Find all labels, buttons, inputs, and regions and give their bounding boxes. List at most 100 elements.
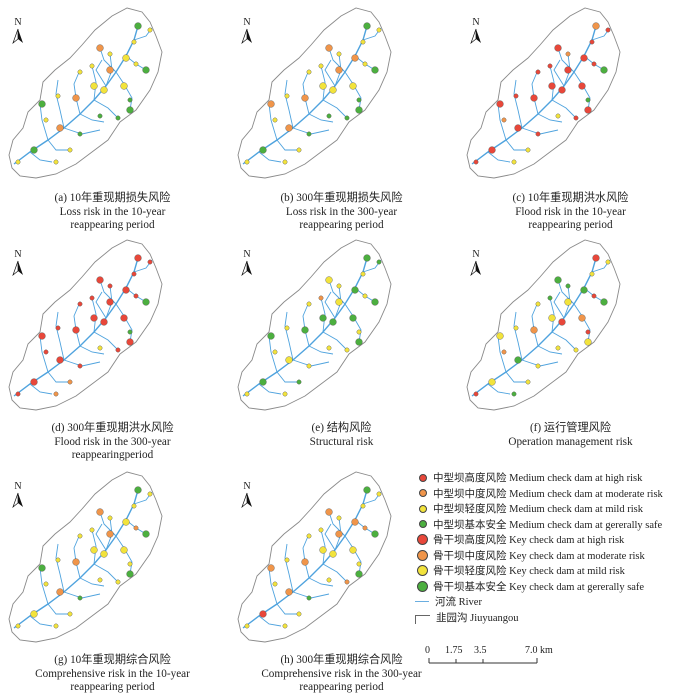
river-line xyxy=(47,371,70,383)
key-dam-safe-marker xyxy=(554,276,562,284)
panel-caption: (c) 10年重现期洪水风险 Flood risk in the 10-year… xyxy=(512,192,629,231)
river-line xyxy=(320,65,326,101)
medium-dam-mild-marker xyxy=(376,491,382,497)
key-dam-mild-marker xyxy=(496,332,504,340)
key-dam-safe-marker xyxy=(259,146,267,154)
medium-dam-mild-marker xyxy=(244,391,250,397)
medium-dam-mild-marker xyxy=(296,147,302,153)
key-dam-mild-marker xyxy=(285,356,293,364)
medium-dam-high-marker xyxy=(133,293,139,299)
medium-dam-high-marker xyxy=(77,363,83,369)
legend-item: 中型坝轻度风险 Medium check dam at mild risk xyxy=(415,501,700,517)
watershed-map xyxy=(466,239,621,411)
river-line xyxy=(344,303,362,343)
key-dam-high-marker xyxy=(488,146,496,154)
key-dam-moderate-marker xyxy=(325,44,333,52)
key-dam-moderate-marker xyxy=(592,22,600,30)
medium-dam-mild-marker xyxy=(306,301,312,307)
medium-dam-mild-marker xyxy=(147,491,153,497)
river-line xyxy=(513,79,523,129)
north-arrow-icon xyxy=(241,28,252,45)
key-dam-safe-marker xyxy=(142,66,150,74)
river-line xyxy=(324,59,336,87)
key-dam-high-marker xyxy=(38,332,46,340)
key-dam-moderate-marker xyxy=(72,558,80,566)
key-dam-moderate-marker xyxy=(335,530,343,538)
medium-dam-high-marker xyxy=(605,27,611,33)
river-line xyxy=(29,151,53,163)
medium-dam-safe-marker xyxy=(565,283,571,289)
medium-dam-mild-marker xyxy=(306,363,312,369)
key-dam-high-marker xyxy=(548,82,556,90)
key-dam-high-marker xyxy=(30,378,38,386)
map-panel-d: N (d) 300年重现期洪水风险 Flood risk in the 300-y… xyxy=(0,232,225,464)
key-dam-safe-marker xyxy=(126,570,134,578)
key-dam-high-marker xyxy=(96,276,104,284)
key-dam-moderate-marker xyxy=(72,94,80,102)
panel-caption: (g) 10年重现期综合风险 Comprehensive risk in the… xyxy=(35,654,190,693)
map-panel-f: N (f) 运行管理风险 Operation management risk xyxy=(458,232,683,464)
medium-dam-mild-marker xyxy=(306,533,312,539)
key-dam-high-marker xyxy=(122,286,130,294)
river-line xyxy=(93,563,119,583)
watershed-boundary xyxy=(8,7,163,179)
north-arrow-icon xyxy=(12,28,23,45)
key-dam-mild-marker xyxy=(329,550,337,558)
medium-dam-safe-marker xyxy=(115,115,121,121)
scale-tick-label: 3.5 xyxy=(474,645,487,656)
river-line xyxy=(276,603,299,615)
medium-dam-moderate-marker xyxy=(318,295,324,301)
legend-river: 河流 River xyxy=(415,594,700,610)
river-line xyxy=(308,577,334,587)
river-line xyxy=(95,291,107,319)
medium-dam-mild-marker xyxy=(344,347,350,353)
watershed-boundary xyxy=(237,471,392,643)
key-dam-safe-marker xyxy=(363,486,371,494)
legend-item: 中型坝中度风险 Medium check dam at moderate ris… xyxy=(415,486,700,502)
key-dam-moderate-marker xyxy=(96,44,104,52)
scale-tick-label: 0 xyxy=(425,645,430,656)
river-line xyxy=(302,533,310,579)
legend-item-label: 中型坝基本安全 Medium check dam at gererally sa… xyxy=(433,519,663,531)
medium-dam-safe-marker xyxy=(344,115,350,121)
river-line xyxy=(93,99,119,119)
medium-dam-high-marker xyxy=(43,349,49,355)
key-dam-mild-marker xyxy=(349,546,357,554)
map-panel-a: N (a) 10年重现期损失风险 Loss risk in the 10-year… xyxy=(0,0,225,232)
key-dam-high-marker xyxy=(134,254,142,262)
medium-dam-mild-marker xyxy=(284,325,290,331)
legend: 中型坝高度风险 Medium check dam at high risk 中型坝… xyxy=(415,470,700,625)
medium-dam-mild-marker xyxy=(356,561,362,567)
key-dam-high-marker xyxy=(584,106,592,114)
river-line xyxy=(344,535,362,575)
medium-dam-mild-marker xyxy=(15,159,21,165)
medium-dam-high-marker xyxy=(55,325,61,331)
key-dam-safe-marker xyxy=(355,338,363,346)
key-dam-symbol xyxy=(417,534,428,546)
medium-dam-high-marker xyxy=(589,39,595,45)
medium-dam-mild-marker xyxy=(127,561,133,567)
north-arrow-icon xyxy=(470,260,481,277)
river-line xyxy=(115,303,133,343)
medium-dam-mild-marker xyxy=(272,581,278,587)
river-line xyxy=(258,615,282,627)
watershed-map xyxy=(237,471,392,643)
medium-dam-safe-marker xyxy=(77,595,83,601)
medium-dam-safe-marker xyxy=(296,379,302,385)
river-line xyxy=(39,103,49,141)
key-dam-safe-marker xyxy=(371,66,379,74)
medium-dam-high-marker xyxy=(513,93,519,99)
river-line xyxy=(497,335,507,373)
scale-bar: 0 1.75 3.5 7.0 km xyxy=(425,645,585,685)
medium-dam-mild-marker xyxy=(555,113,561,119)
north-arrow: N xyxy=(468,18,484,47)
medium-dam-mild-marker xyxy=(360,39,366,45)
river-line xyxy=(531,69,539,115)
north-label: N xyxy=(14,17,22,28)
river-line xyxy=(55,79,65,129)
key-dam-safe-marker xyxy=(600,66,608,74)
key-dam-moderate-marker xyxy=(267,564,275,572)
key-dam-safe-marker xyxy=(38,100,46,108)
river-line xyxy=(115,535,133,575)
river-line xyxy=(258,383,282,395)
